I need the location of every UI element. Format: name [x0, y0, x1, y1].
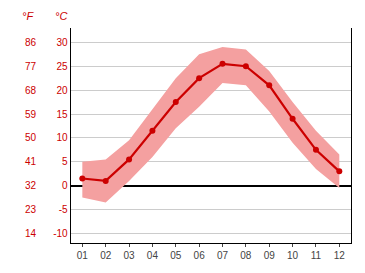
- svg-text:30: 30: [57, 37, 69, 48]
- svg-text:59: 59: [25, 109, 37, 120]
- svg-text:09: 09: [264, 250, 276, 261]
- svg-text:-10: -10: [53, 228, 68, 239]
- svg-text:41: 41: [25, 156, 37, 167]
- svg-text:25: 25: [57, 61, 69, 72]
- svg-text:02: 02: [100, 250, 112, 261]
- svg-text:15: 15: [57, 109, 69, 120]
- svg-text:11: 11: [311, 250, 322, 261]
- svg-text:0: 0: [62, 180, 68, 191]
- svg-text:°C: °C: [55, 10, 67, 22]
- svg-text:77: 77: [25, 61, 37, 72]
- svg-text:07: 07: [217, 250, 229, 261]
- svg-text:06: 06: [194, 250, 206, 261]
- svg-text:01: 01: [77, 250, 89, 261]
- svg-text:05: 05: [170, 250, 182, 261]
- svg-text:08: 08: [240, 250, 252, 261]
- svg-text:12: 12: [334, 250, 346, 261]
- svg-text:14: 14: [25, 228, 37, 239]
- svg-text:20: 20: [57, 85, 69, 96]
- svg-text:03: 03: [123, 250, 135, 261]
- svg-text:10: 10: [287, 250, 299, 261]
- svg-text:23: 23: [25, 204, 37, 215]
- svg-text:32: 32: [25, 180, 37, 191]
- svg-text:-5: -5: [59, 204, 68, 215]
- svg-text:°F: °F: [22, 10, 34, 22]
- svg-text:10: 10: [57, 132, 69, 143]
- svg-text:04: 04: [147, 250, 159, 261]
- svg-text:50: 50: [25, 132, 37, 143]
- svg-text:68: 68: [25, 85, 37, 96]
- svg-text:86: 86: [25, 37, 37, 48]
- svg-text:5: 5: [62, 156, 68, 167]
